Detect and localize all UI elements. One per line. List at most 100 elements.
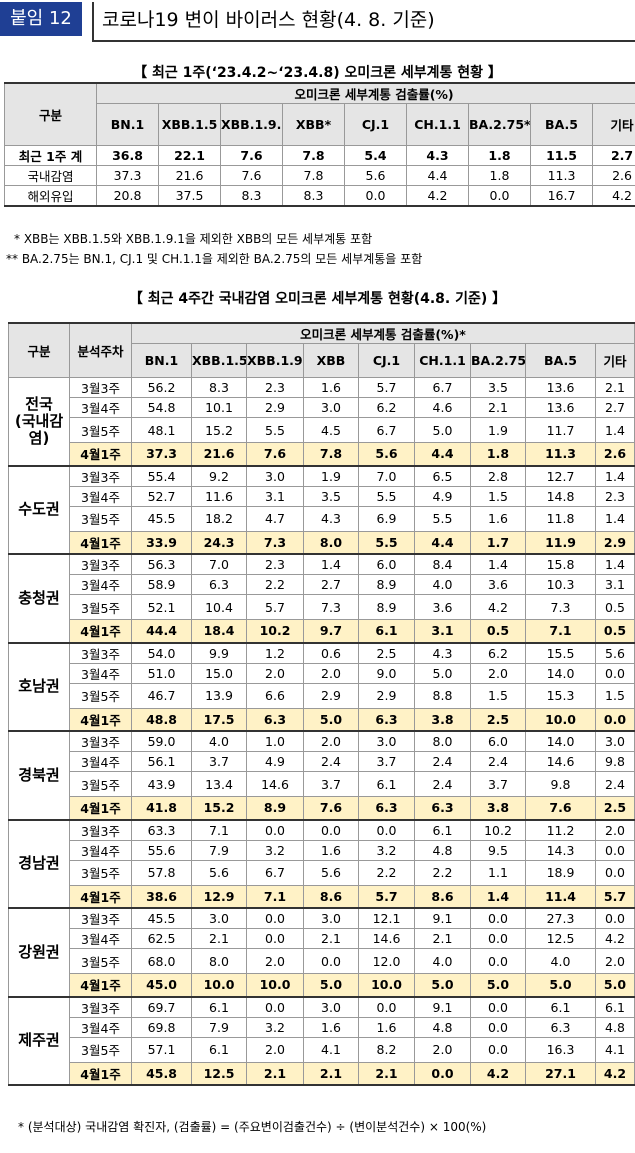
table-cell: 7.6 bbox=[525, 796, 596, 821]
table-cell: 5.7 bbox=[595, 884, 635, 909]
table-cell: 9.0 bbox=[358, 662, 415, 684]
table1-column-header: CJ.1 bbox=[344, 103, 407, 146]
region-label: 수도권 bbox=[8, 465, 70, 555]
table-row: 전국 (국내감염) 3월3주 56.2 8.3 2.3 1.6 5.7 6.7 3.5 13.6 2… bbox=[8, 377, 635, 467]
header-divider bbox=[92, 2, 94, 42]
table-cell: 24.3 bbox=[191, 530, 247, 555]
table-cell: 0.0 bbox=[470, 948, 526, 974]
table-cell: 4.9 bbox=[246, 751, 304, 772]
table2-column-header: XBB.1.5 bbox=[191, 343, 247, 378]
table-cell: 5.0 bbox=[414, 973, 471, 998]
table-cell: 57.1 bbox=[131, 1036, 192, 1063]
table-cell: 22.1 bbox=[158, 145, 221, 166]
table-cell: 10.0 bbox=[191, 973, 247, 998]
table-row: 3월4주 58.9 6.3 2.2 2.7 8.9 4.0 3.6 10.3 3.1 bbox=[9, 574, 635, 595]
table-cell: 3.7 bbox=[358, 751, 415, 772]
table-cell: 14.6 bbox=[525, 751, 596, 772]
page-title: 코로나19 변이 바이러스 현황(4. 8. 기준) bbox=[102, 9, 435, 31]
table-cell: 2.2 bbox=[414, 859, 471, 886]
table-cell: 4.9 bbox=[414, 485, 471, 507]
table-row: 4월1주 45.0 10.0 10.0 5.0 10.0 5.0 5.0 5.0 5.0 bbox=[9, 973, 635, 998]
table-cell: 56.2 bbox=[131, 377, 192, 398]
table-cell: 8.9 bbox=[358, 574, 415, 595]
table-row: 해외유입 20.8 37.5 8.3 8.3 0.0 4.2 0.0 16.7 4.2 bbox=[4, 185, 635, 207]
table-cell: 4.7 bbox=[246, 505, 304, 532]
table-cell: 4.3 bbox=[303, 505, 359, 532]
table-cell: 4.8 bbox=[414, 1016, 471, 1038]
table-cell: 0.5 bbox=[595, 594, 635, 620]
table-cell: 3.7 bbox=[303, 771, 359, 797]
table-cell: 8.2 bbox=[358, 1036, 415, 1063]
table-row: 4월1주 38.6 12.9 7.1 8.6 5.7 8.6 1.4 11.4 5.7 bbox=[9, 884, 635, 909]
table-cell: 4.3 bbox=[414, 642, 471, 664]
table-cell: 3.2 bbox=[246, 1016, 304, 1038]
table2-column-header: BN.1 bbox=[131, 343, 192, 378]
table-cell: 5.6 bbox=[303, 859, 359, 886]
table-cell: 2.1 bbox=[470, 397, 526, 418]
table-cell: 8.8 bbox=[414, 682, 471, 709]
table-cell: 56.1 bbox=[131, 751, 192, 772]
week-label: 4월1주 bbox=[69, 442, 132, 467]
table-cell: 15.0 bbox=[191, 662, 247, 684]
table-row: 3월4주 55.6 7.9 3.2 1.6 3.2 4.8 9.5 14.3 0.0 bbox=[9, 839, 635, 861]
table2-column-header: 기타 bbox=[595, 343, 635, 378]
table-cell: 3.0 bbox=[595, 730, 635, 752]
header-underline bbox=[92, 40, 635, 42]
table-cell: 69.7 bbox=[131, 996, 192, 1018]
table-cell: 6.2 bbox=[358, 397, 415, 418]
table-cell: 11.2 bbox=[525, 819, 596, 841]
table-cell: 8.0 bbox=[414, 730, 471, 752]
table-cell: 11.3 bbox=[530, 165, 593, 186]
table-cell: 0.0 bbox=[468, 185, 531, 207]
note-ba275: ** BA.2.75는 BN.1, CJ.1 및 CH.1.1을 제외한 BA.… bbox=[6, 252, 423, 266]
table2-group-header: 오미크론 세부계통 검출률(%)* bbox=[131, 322, 635, 344]
week-label: 3월4주 bbox=[69, 839, 132, 861]
table-cell: 1.4 bbox=[303, 553, 359, 575]
table-cell: 5.0 bbox=[303, 707, 359, 732]
table-cell: 6.1 bbox=[595, 996, 635, 1018]
table-cell: 1.7 bbox=[470, 530, 526, 555]
table-cell: 12.0 bbox=[358, 948, 415, 974]
table-cell: 18.2 bbox=[191, 505, 247, 532]
region-label: 제주권 bbox=[8, 996, 70, 1086]
table-cell: 1.8 bbox=[468, 165, 531, 186]
table-cell: 0.0 bbox=[358, 996, 415, 1018]
table-cell: 2.5 bbox=[595, 796, 635, 821]
table-cell: 0.0 bbox=[358, 819, 415, 841]
region-label: 호남권 bbox=[8, 642, 70, 732]
table-cell: 17.5 bbox=[191, 707, 247, 732]
table-cell: 4.1 bbox=[595, 1036, 635, 1063]
table-cell: 1.4 bbox=[470, 884, 526, 909]
table-cell: 12.9 bbox=[191, 884, 247, 909]
table-cell: 6.7 bbox=[246, 859, 304, 886]
table-cell: 3.1 bbox=[414, 619, 471, 644]
table-cell: 9.5 bbox=[470, 839, 526, 861]
table-cell: 7.1 bbox=[525, 619, 596, 644]
table-cell: 3.7 bbox=[470, 771, 526, 797]
table-cell: 45.5 bbox=[131, 505, 192, 532]
table-cell: 2.9 bbox=[246, 397, 304, 418]
table-cell: 10.1 bbox=[191, 397, 247, 418]
table-cell: 12.1 bbox=[358, 907, 415, 929]
table2-column-header: CJ.1 bbox=[358, 343, 415, 378]
table-cell: 0.0 bbox=[414, 1061, 471, 1086]
table-cell: 0.0 bbox=[470, 907, 526, 929]
table-cell: 0.0 bbox=[344, 185, 407, 207]
table-cell: 5.0 bbox=[595, 973, 635, 998]
table-cell: 0.0 bbox=[470, 928, 526, 949]
region-label: 경북권 bbox=[8, 730, 70, 821]
table-row: 3월4주 51.0 15.0 2.0 2.0 9.0 5.0 2.0 14.0 0.0 bbox=[9, 662, 635, 684]
table-cell: 45.8 bbox=[131, 1061, 192, 1086]
table-row: 4월1주 44.4 18.4 10.2 9.7 6.1 3.1 0.5 7.1 0.5 bbox=[9, 619, 635, 644]
table-cell: 2.9 bbox=[595, 530, 635, 555]
table-cell: 4.2 bbox=[470, 1061, 526, 1086]
table-cell: 6.1 bbox=[191, 996, 247, 1018]
table-cell: 9.8 bbox=[525, 771, 596, 797]
table-cell: 3.0 bbox=[191, 907, 247, 929]
table-cell: 14.8 bbox=[525, 485, 596, 507]
table-cell: 2.0 bbox=[595, 819, 635, 841]
table-cell: 2.0 bbox=[246, 662, 304, 684]
table-cell: 3.0 bbox=[246, 465, 304, 487]
table-cell: 1.2 bbox=[246, 642, 304, 664]
table-cell: 9.9 bbox=[191, 642, 247, 664]
